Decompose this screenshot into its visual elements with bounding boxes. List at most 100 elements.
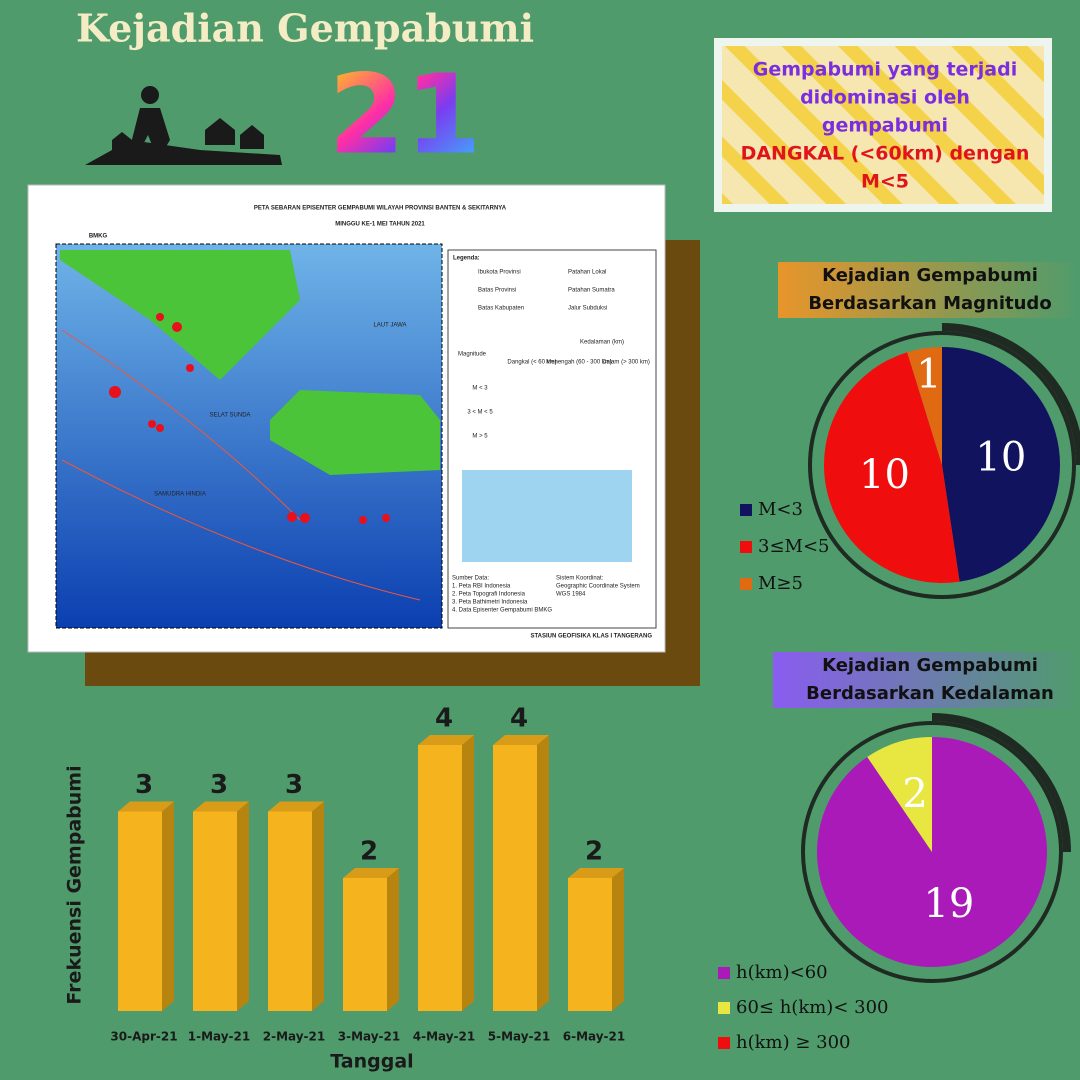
land-java — [270, 390, 440, 475]
legend-swatch — [740, 541, 752, 553]
charts: 3 30-Apr-21 3 1-May-21 3 2-May-21 2 3-May-21 4 4-… — [64, 262, 1080, 1073]
chart-title: Kejadian Gempabumi Berdasarkan Kedalaman — [806, 655, 1054, 704]
pie-slice — [823, 352, 960, 584]
chart-title: Kejadian Gempabumi Berdasarkan Magnitudo — [808, 265, 1051, 314]
value-label: 2 — [902, 771, 927, 817]
x-axis-label: Tanggal — [330, 1051, 413, 1073]
value-label: 3 — [285, 770, 303, 800]
map-label: LAUT JAWA — [373, 323, 406, 329]
bar-top — [268, 801, 324, 812]
x-tick-label: 2-May-21 — [263, 1030, 326, 1044]
legend-label: h(km) ≥ 300 — [736, 1032, 851, 1053]
map-label: SAMUDRA HINDIA — [154, 492, 206, 498]
bar — [568, 878, 612, 1011]
map-label: Kedalaman (km) — [580, 340, 624, 346]
map-legend — [447, 249, 657, 629]
callout-line: didominasi oleh — [800, 87, 970, 109]
map-label: Magnitude — [458, 352, 487, 358]
title-band — [778, 262, 1080, 318]
pie-slice — [867, 737, 932, 852]
x-tick-label: 3-May-21 — [338, 1030, 401, 1044]
x-tick-label: 30-Apr-21 — [110, 1030, 177, 1044]
map-label: Menengah (60 - 300 km) — [546, 360, 612, 366]
bar — [118, 811, 162, 1011]
callout-box — [714, 38, 1052, 212]
inset-map — [462, 470, 632, 562]
value-label: 3 — [135, 770, 153, 800]
legend-label: 3≤M<5 — [758, 536, 830, 557]
x-tick-label: 6-May-21 — [563, 1030, 626, 1044]
callout-highlight: DANGKAL (<60km) dengan — [741, 143, 1030, 165]
map-label: Patahan Sumatra — [568, 288, 615, 294]
map-label: MINGGU KE-1 MEI TAHUN 2021 — [335, 222, 425, 228]
x-tick-label: 4-May-21 — [413, 1030, 476, 1044]
legend-swatch — [740, 578, 752, 590]
map-label: 2. Peta Topografi Indonesia — [452, 592, 526, 598]
callout-line: Gempabumi yang terjadi — [753, 59, 1018, 81]
bar-side — [312, 801, 324, 1011]
bar — [418, 745, 462, 1011]
map-label: Legenda: — [453, 256, 480, 262]
map-label: Jalur Subduksi — [568, 306, 607, 312]
bar — [343, 878, 387, 1011]
bar-top — [343, 868, 399, 878]
map-label: Ibukota Provinsi — [478, 270, 521, 276]
value-label: 2 — [360, 837, 378, 867]
bar-side — [387, 868, 399, 1011]
bar — [268, 811, 312, 1011]
y-axis-label: Frekuensi Gempabumi — [64, 765, 86, 1004]
value-label: 19 — [923, 881, 974, 927]
bar-top — [193, 801, 249, 812]
pie-slice — [816, 737, 1047, 967]
map-label: Batas Kabupaten — [478, 306, 524, 312]
value-label: 3 — [210, 770, 228, 800]
ring-arc — [931, 713, 1071, 853]
value-label: 4 — [435, 704, 453, 734]
legend-swatch — [718, 967, 730, 979]
bar-top — [493, 735, 549, 745]
land-sumatra — [60, 250, 300, 380]
map-label: 3. Peta Bathimetri Indonesia — [452, 600, 528, 606]
map-label: Sumber Data: — [452, 576, 489, 582]
callout: Gempabumi yang terjadi didominasi oleh gem… — [741, 59, 1030, 193]
value-label: 10 — [975, 435, 1026, 481]
title: Kejadian Gempabumi — [76, 6, 534, 51]
bar — [493, 745, 537, 1011]
legend-swatch — [740, 504, 752, 516]
legend-label: 60≤ h(km)< 300 — [736, 997, 888, 1018]
bar-top — [418, 735, 474, 745]
bar-side — [612, 868, 624, 1011]
map-label: BMKG — [89, 234, 108, 240]
ring — [801, 721, 1063, 983]
pie-slice — [907, 347, 942, 465]
title-band — [773, 652, 1080, 708]
value-label: 2 — [585, 837, 603, 867]
map-label: 3 < M < 5 — [467, 410, 493, 416]
ring — [808, 331, 1076, 599]
map-label: Batas Provinsi — [478, 288, 516, 294]
fault-lines — [61, 329, 421, 601]
map-label: SELAT SUNDA — [209, 413, 250, 419]
map-label: 1. Peta RBI Indonesia — [452, 584, 511, 590]
pie-slice — [942, 347, 1061, 582]
map-label: STASIUN GEOFISIKA KLAS I TANGERANG — [530, 634, 652, 640]
callout-highlight: M<5 — [861, 171, 909, 193]
legend-swatch — [718, 1002, 730, 1014]
epicenters — [109, 313, 390, 524]
map-label: 4. Data Episenter Gempabumi BMKG — [452, 608, 552, 614]
legend-swatch — [718, 1037, 730, 1049]
legend-label: M<3 — [758, 499, 803, 520]
bar-side — [237, 801, 249, 1011]
x-tick-label: 5-May-21 — [488, 1030, 551, 1044]
callout-line: gempabumi — [822, 115, 948, 137]
x-tick-label: 1-May-21 — [188, 1030, 251, 1044]
legend-label: M≥5 — [758, 573, 803, 594]
bar-top — [118, 801, 174, 812]
value-label: 4 — [510, 704, 528, 734]
map-label: Dalam (> 300 km) — [602, 360, 650, 366]
map-label: PETA SEBARAN EPISENTER GEMPABUMI WILAYAH… — [254, 206, 507, 212]
bar-side — [537, 735, 549, 1011]
legend-label: h(km)<60 — [736, 962, 828, 983]
quake-icon — [85, 86, 282, 165]
